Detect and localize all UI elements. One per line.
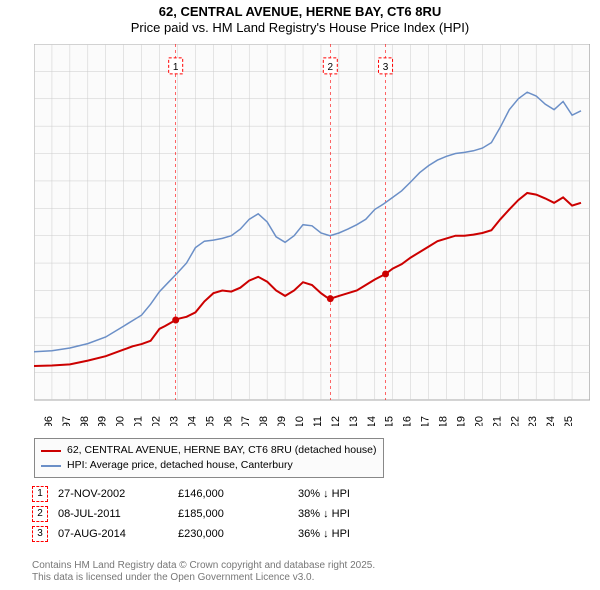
- event-date: 27-NOV-2002: [58, 484, 178, 504]
- svg-text:2012: 2012: [330, 416, 342, 426]
- event-marker: 2: [32, 506, 48, 522]
- svg-text:2011: 2011: [312, 416, 324, 426]
- svg-text:2023: 2023: [527, 416, 539, 426]
- svg-text:2018: 2018: [438, 416, 450, 426]
- svg-text:3: 3: [383, 62, 389, 73]
- legend-swatch-1: [41, 450, 61, 452]
- svg-text:2005: 2005: [204, 416, 216, 426]
- svg-text:2024: 2024: [545, 416, 557, 426]
- svg-text:2021: 2021: [491, 416, 503, 426]
- svg-text:2017: 2017: [420, 416, 432, 426]
- events-table: 1 27-NOV-2002£146,00030% ↓ HPI 2 08-JUL-201…: [32, 484, 360, 544]
- svg-text:2001: 2001: [133, 416, 145, 426]
- title-line-1: 62, CENTRAL AVENUE, HERNE BAY, CT6 8RU: [0, 4, 600, 19]
- event-price: £230,000: [178, 524, 298, 544]
- event-row: 1 27-NOV-2002£146,00030% ↓ HPI: [32, 484, 360, 504]
- event-row: 2 08-JUL-2011£185,00038% ↓ HPI: [32, 504, 360, 524]
- svg-text:1997: 1997: [61, 416, 73, 426]
- event-delta: 38% ↓ HPI: [298, 504, 360, 524]
- attrib-line-2: This data is licensed under the Open Gov…: [32, 572, 375, 584]
- svg-text:2006: 2006: [222, 416, 234, 426]
- svg-text:2007: 2007: [240, 416, 252, 426]
- legend-row: 62, CENTRAL AVENUE, HERNE BAY, CT6 8RU (…: [41, 443, 377, 458]
- svg-text:2013: 2013: [348, 416, 360, 426]
- svg-text:2014: 2014: [366, 416, 378, 426]
- svg-text:2003: 2003: [168, 416, 180, 426]
- svg-text:1995: 1995: [34, 416, 37, 426]
- event-price: £185,000: [178, 504, 298, 524]
- svg-text:1: 1: [173, 62, 179, 73]
- attrib-line-1: Contains HM Land Registry data © Crown c…: [32, 560, 375, 572]
- svg-text:2025: 2025: [563, 416, 575, 426]
- attribution: Contains HM Land Registry data © Crown c…: [32, 560, 375, 584]
- svg-text:2000: 2000: [115, 416, 127, 426]
- svg-text:2009: 2009: [276, 416, 288, 426]
- svg-text:2010: 2010: [294, 416, 306, 426]
- title-line-2: Price paid vs. HM Land Registry's House …: [0, 20, 600, 35]
- svg-text:2: 2: [328, 62, 334, 73]
- svg-text:2022: 2022: [509, 416, 521, 426]
- svg-text:2002: 2002: [151, 416, 163, 426]
- legend-label-1: 62, CENTRAL AVENUE, HERNE BAY, CT6 8RU (…: [67, 443, 377, 458]
- svg-text:2020: 2020: [473, 416, 485, 426]
- event-delta: 30% ↓ HPI: [298, 484, 360, 504]
- event-date: 07-AUG-2014: [58, 524, 178, 544]
- legend: 62, CENTRAL AVENUE, HERNE BAY, CT6 8RU (…: [34, 438, 384, 478]
- svg-text:2019: 2019: [455, 416, 467, 426]
- event-date: 08-JUL-2011: [58, 504, 178, 524]
- svg-text:2004: 2004: [186, 416, 198, 426]
- svg-text:2015: 2015: [384, 416, 396, 426]
- event-marker: 1: [32, 486, 48, 502]
- legend-row: HPI: Average price, detached house, Cant…: [41, 458, 377, 473]
- event-row: 3 07-AUG-2014£230,00036% ↓ HPI: [32, 524, 360, 544]
- legend-label-2: HPI: Average price, detached house, Cant…: [67, 458, 293, 473]
- svg-text:1998: 1998: [79, 416, 91, 426]
- svg-text:2008: 2008: [258, 416, 270, 426]
- event-marker: 3: [32, 526, 48, 542]
- svg-text:1996: 1996: [43, 416, 55, 426]
- svg-text:1999: 1999: [97, 416, 109, 426]
- legend-swatch-2: [41, 465, 61, 467]
- event-price: £146,000: [178, 484, 298, 504]
- price-chart: £0£50K£100K£150K£200K£250K£300K£350K£400…: [34, 44, 590, 426]
- event-delta: 36% ↓ HPI: [298, 524, 360, 544]
- svg-text:2016: 2016: [402, 416, 414, 426]
